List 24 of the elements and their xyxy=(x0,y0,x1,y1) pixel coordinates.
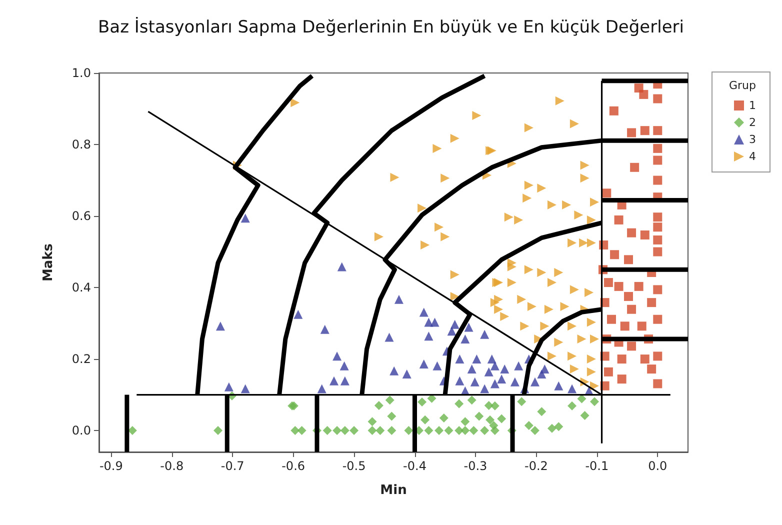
x-tick-label: -0.2 xyxy=(524,459,548,473)
y-tick-label: 1.0 xyxy=(72,66,91,80)
legend-label: 3 xyxy=(749,133,756,146)
x-tick-label: -0.6 xyxy=(282,459,306,473)
legend-label: 4 xyxy=(749,150,756,163)
y-tick-label: 0.4 xyxy=(72,280,91,295)
y-tick-label: 0.8 xyxy=(72,138,91,152)
x-tick-label: -0.8 xyxy=(160,459,184,473)
x-tick-label: -0.4 xyxy=(403,459,426,473)
y-tick-label: 0.0 xyxy=(72,424,91,438)
legend-title: Grup xyxy=(729,79,756,92)
legend-label: 1 xyxy=(749,99,756,112)
chart-title: Baz İstasyonları Sapma Değerlerinin En büyük ve En küçük Değerleri xyxy=(98,16,684,38)
x-tick-label: -0.9 xyxy=(99,459,123,473)
y-tick-label: 0.2 xyxy=(72,352,91,366)
x-axis-title: Min xyxy=(380,483,407,498)
x-tick-label: -0.5 xyxy=(342,459,366,473)
x-tick-label: -0.7 xyxy=(220,459,244,473)
legend-label: 2 xyxy=(749,116,756,129)
y-axis-title: Maks xyxy=(41,243,56,282)
x-tick-label: -0.1 xyxy=(585,459,609,473)
x-tick-label: -0.3 xyxy=(464,459,488,473)
y-tick-label: 0.6 xyxy=(72,209,91,224)
x-tick-label: 0.0 xyxy=(648,459,668,473)
